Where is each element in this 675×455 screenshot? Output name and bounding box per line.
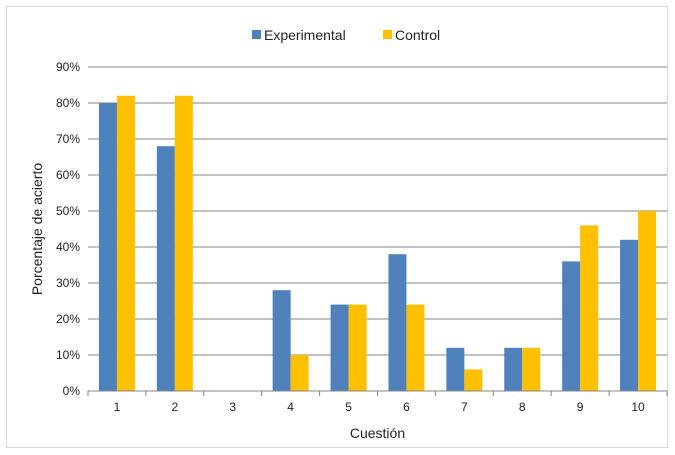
legend-label-experimental: Experimental [264, 27, 346, 43]
y-tick-label: 70% [56, 132, 80, 146]
y-tick-label: 60% [56, 168, 80, 182]
y-axis-ticks: 0% 10% 20% 30% 40% 50% 60% 70% 80% 90% [56, 60, 80, 398]
y-tick-label: 50% [56, 204, 80, 218]
bar-control-4 [290, 355, 309, 391]
y-tick-label: 20% [56, 312, 80, 326]
legend-swatch-control [383, 30, 392, 39]
bar-control-5 [348, 304, 367, 391]
x-axis-ticks: 1 2 3 4 5 6 7 8 9 10 [87, 391, 668, 414]
bar-experimental-6 [388, 254, 407, 391]
y-tick-label: 90% [56, 60, 80, 74]
bar-control-8 [522, 347, 541, 391]
legend: Experimental Control [252, 27, 440, 43]
bar-control-7 [464, 369, 483, 391]
bars [98, 95, 657, 392]
y-tick-label: 0% [63, 384, 81, 398]
x-tick-label: 7 [461, 400, 468, 414]
x-tick-label: 2 [172, 400, 179, 414]
y-axis-title: Porcentaje de acierto [29, 163, 45, 296]
legend-label-control: Control [395, 27, 440, 43]
bar-experimental-1 [98, 103, 117, 391]
bar-control-9 [580, 225, 599, 391]
bar-control-10 [638, 211, 657, 391]
x-tick-label: 5 [345, 400, 352, 414]
x-tick-label: 6 [403, 400, 410, 414]
x-tick-label: 9 [577, 400, 584, 414]
bar-control-2 [174, 95, 193, 392]
bar-control-1 [116, 95, 135, 392]
y-tick-label: 40% [56, 240, 80, 254]
bar-experimental-7 [446, 347, 465, 391]
x-tick-label: 3 [229, 400, 236, 414]
x-tick-label: 1 [114, 400, 121, 414]
x-tick-label: 8 [519, 400, 526, 414]
bar-experimental-4 [272, 290, 291, 391]
x-axis-title: Cuestión [350, 425, 405, 441]
x-tick-label: 4 [287, 400, 294, 414]
bar-experimental-10 [620, 239, 639, 391]
y-tick-label: 30% [56, 276, 80, 290]
y-tick-label: 80% [56, 96, 80, 110]
bar-control-6 [406, 304, 425, 391]
bar-experimental-9 [562, 261, 581, 391]
y-tick-label: 10% [56, 348, 80, 362]
bar-experimental-8 [504, 347, 523, 391]
legend-swatch-experimental [252, 30, 261, 39]
bar-experimental-5 [330, 304, 349, 391]
bar-experimental-2 [156, 146, 175, 391]
x-tick-label: 10 [631, 400, 645, 414]
